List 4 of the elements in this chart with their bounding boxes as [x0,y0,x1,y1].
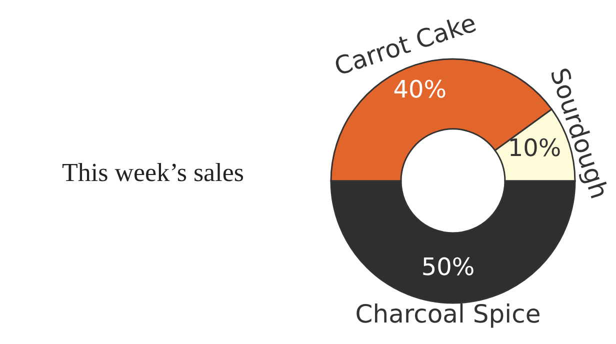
text: This week’s sales [61,158,245,188]
slice-label: Charcoal Spice [355,300,541,328]
data-label: 50% [421,253,475,281]
data-label: 40% [393,75,447,104]
